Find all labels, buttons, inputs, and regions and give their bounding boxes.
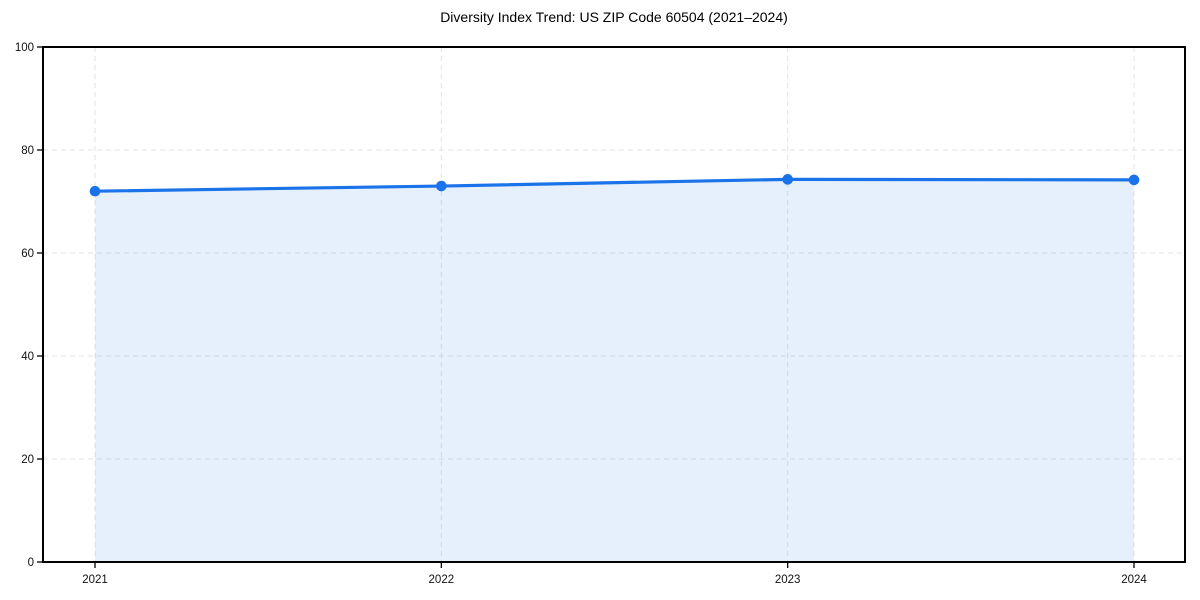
y-tick-label-80: 80: [21, 145, 34, 157]
data-point-2022: [436, 180, 447, 192]
y-tick-label-40: 40: [21, 351, 34, 363]
x-tick-label-2022: 2022: [429, 574, 455, 586]
y-tick-label-100: 100: [15, 42, 34, 54]
area-fill: [95, 179, 1134, 563]
x-tick-label-2021: 2021: [82, 574, 108, 586]
trend-line: [93, 177, 1136, 193]
data-point-2023: [782, 174, 793, 185]
data-point-2024: [1128, 174, 1140, 186]
x-tick-label-2024: 2024: [1121, 574, 1147, 586]
plot-frame: [42, 46, 1186, 563]
axes-frame: [42, 46, 1186, 563]
chart-title: Diversity Index Trend: US ZIP Code 60504…: [440, 9, 788, 25]
x-tick-label-2023: 2023: [775, 574, 801, 586]
axis-tick-labels: 0 20 40 60 80 100 2021 2022 2023 2024: [15, 42, 1148, 586]
y-tick-label-0: 0: [28, 557, 34, 569]
y-tick-label-20: 20: [21, 454, 34, 466]
axis-ticks: [37, 46, 1135, 568]
diversity-index-line: [93, 177, 1136, 193]
y-tick-label-60: 60: [21, 248, 34, 260]
data-points: [89, 174, 1140, 197]
data-point-2021: [89, 185, 101, 197]
area-under-curve: [95, 179, 1134, 563]
